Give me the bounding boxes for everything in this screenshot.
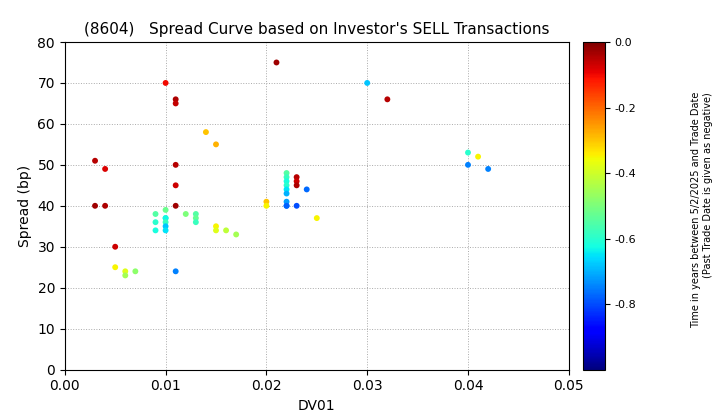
Point (472, 153, 484, 160)
Point (291, 182, 302, 189)
Point (190, 219, 202, 226)
Point (120, 268, 131, 275)
Point (170, 202, 181, 209)
Point (120, 272, 131, 279)
Point (301, 186, 312, 193)
Point (210, 223, 222, 230)
Point (281, 170, 292, 176)
Point (130, 268, 141, 275)
Point (99, 202, 111, 209)
Point (281, 198, 292, 205)
Point (220, 227, 232, 234)
Point (89, 202, 101, 209)
Point (210, 227, 222, 234)
Point (109, 243, 121, 250)
Point (281, 186, 292, 193)
Point (160, 227, 171, 234)
Y-axis label: Spread (bp): Spread (bp) (18, 165, 32, 247)
Point (170, 100, 181, 107)
Point (160, 215, 171, 221)
Point (462, 161, 474, 168)
Point (311, 215, 323, 221)
Point (291, 178, 302, 184)
Point (200, 129, 212, 135)
Point (160, 219, 171, 226)
Point (150, 219, 161, 226)
Point (99, 165, 111, 172)
Point (382, 96, 393, 102)
Text: Time in years between 5/2/2025 and Trade Date
(Past Trade Date is given as negat: Time in years between 5/2/2025 and Trade… (691, 92, 713, 328)
Point (291, 202, 302, 209)
Point (109, 264, 121, 270)
Point (281, 174, 292, 181)
Point (462, 149, 474, 156)
Point (261, 198, 272, 205)
Point (160, 223, 171, 230)
Point (210, 141, 222, 148)
Point (281, 202, 292, 209)
Point (261, 202, 272, 209)
Point (281, 182, 292, 189)
Point (89, 158, 101, 164)
X-axis label: DV01: DV01 (298, 399, 336, 413)
Point (291, 174, 302, 181)
Point (482, 165, 494, 172)
Point (170, 96, 181, 102)
Point (190, 210, 202, 217)
Point (170, 268, 181, 275)
Point (160, 215, 171, 221)
Point (281, 178, 292, 184)
Point (230, 231, 242, 238)
Point (361, 79, 373, 86)
Point (281, 190, 292, 197)
Point (150, 210, 161, 217)
Point (190, 215, 202, 221)
Point (281, 202, 292, 209)
Point (271, 59, 282, 66)
Point (160, 207, 171, 213)
Point (170, 161, 181, 168)
Point (150, 227, 161, 234)
Point (160, 79, 171, 86)
Title: (8604)   Spread Curve based on Investor's SELL Transactions: (8604) Spread Curve based on Investor's … (84, 22, 549, 37)
Point (170, 182, 181, 189)
Point (180, 210, 192, 217)
